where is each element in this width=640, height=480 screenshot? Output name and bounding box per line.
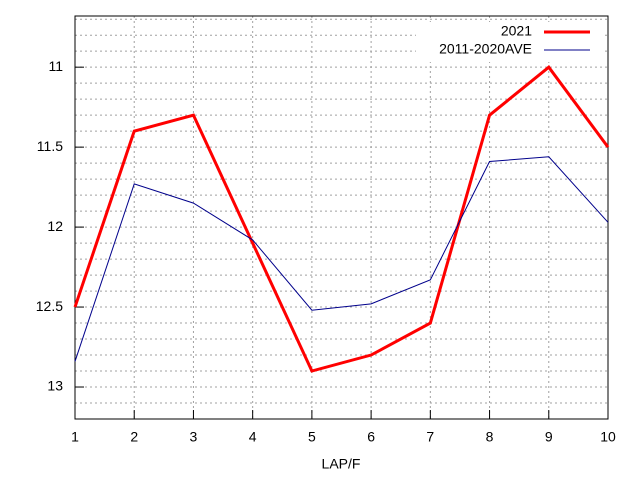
legend-box	[416, 22, 602, 62]
plot-frame	[74, 15, 609, 420]
y-tick-label: 11	[48, 58, 63, 74]
line-series	[73, 65, 610, 373]
line-series	[74, 156, 609, 362]
y-tick-label: 11.5	[37, 138, 63, 154]
x-tick-label: 10	[600, 429, 616, 445]
x-tick-label: 8	[486, 429, 494, 445]
x-axis-label: LAP/F	[322, 456, 361, 472]
y-tick-label: 12.5	[36, 298, 63, 314]
x-tick-label: 5	[308, 429, 316, 445]
x-tick-label: 2	[130, 429, 138, 445]
y-tick-label: 13	[47, 378, 63, 394]
x-tick-label: 3	[190, 429, 198, 445]
x-tick-label: 4	[249, 429, 257, 445]
legend-label: 2021	[501, 23, 532, 39]
y-tick-label: 12	[47, 218, 63, 234]
x-tick-label: 9	[545, 429, 553, 445]
x-tick-label: 1	[71, 429, 79, 445]
x-tick-label: 7	[426, 429, 434, 445]
x-tick-label: 6	[367, 429, 375, 445]
legend-label: 2011-2020AVE	[439, 41, 532, 57]
